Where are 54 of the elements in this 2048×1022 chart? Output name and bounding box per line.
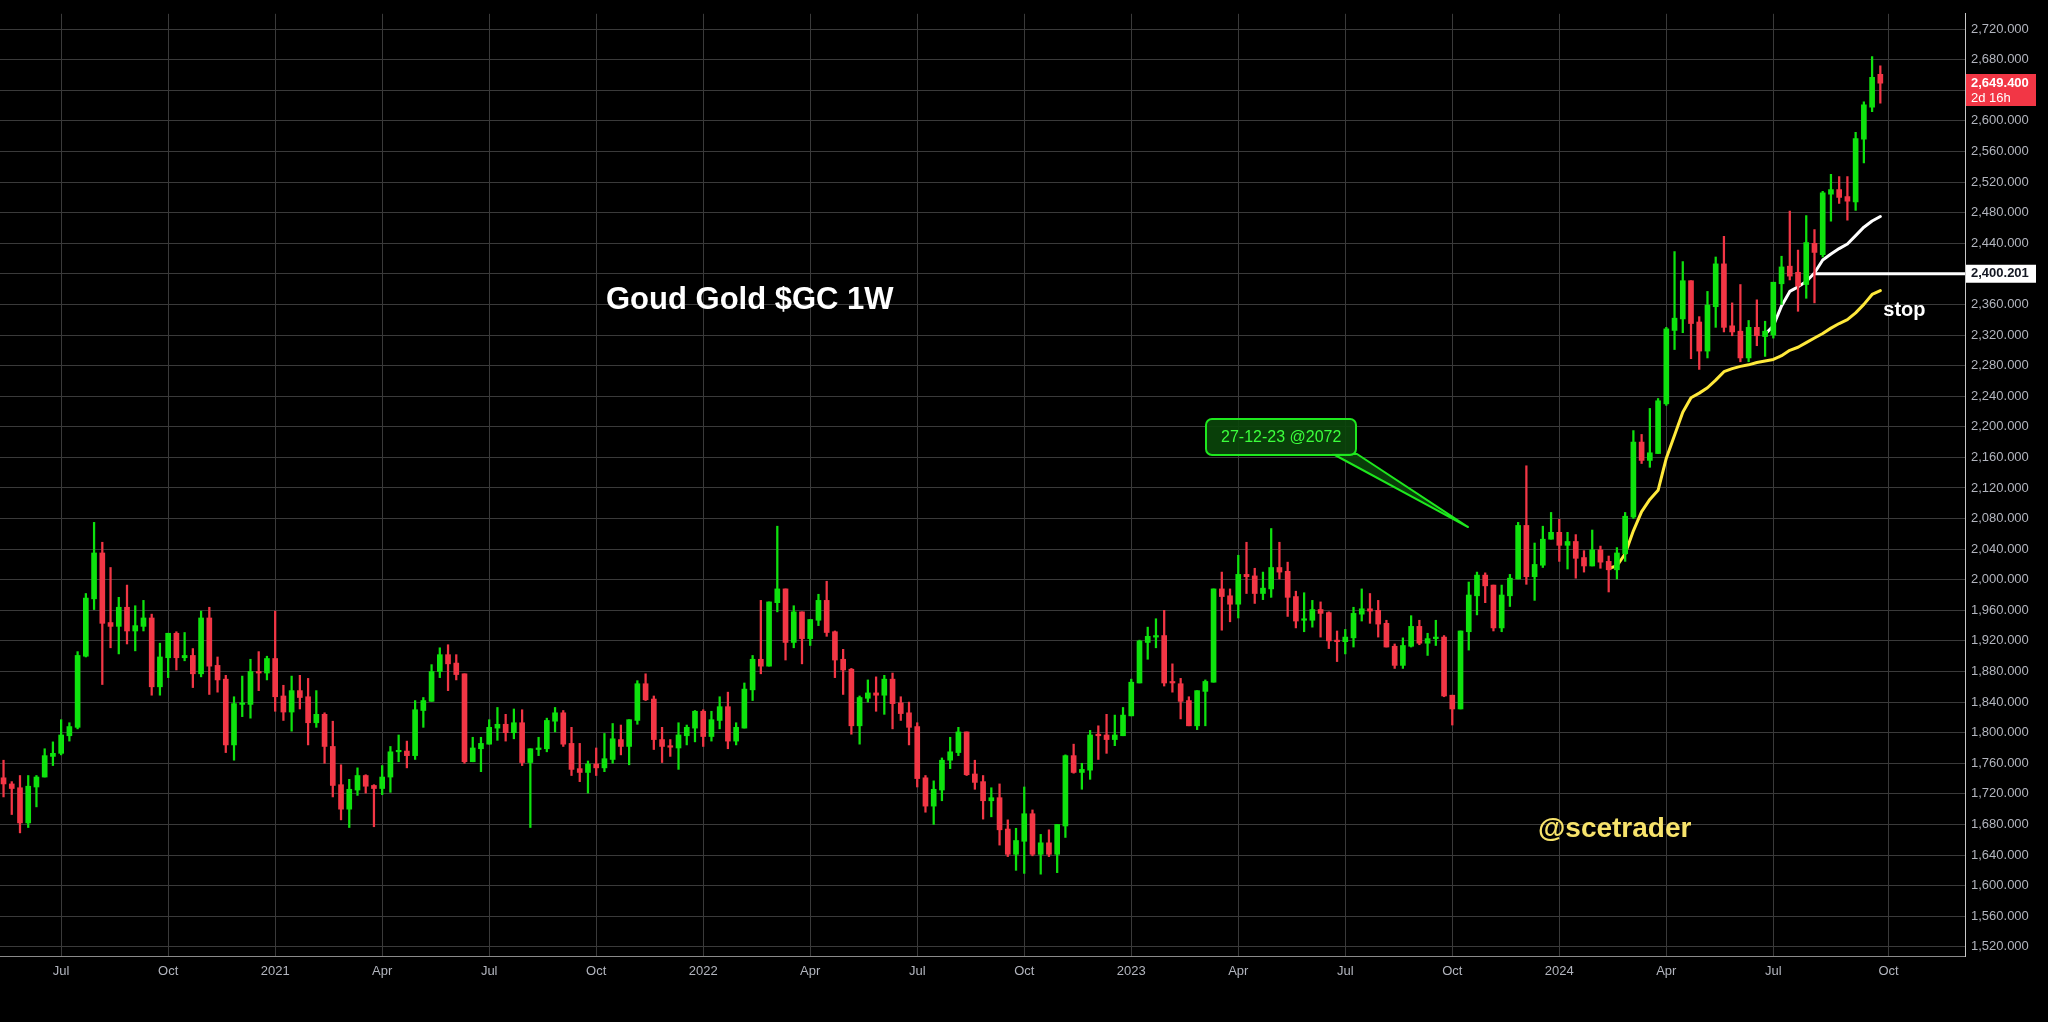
series-label: 2,400.201 <box>1971 265 2029 281</box>
y-tick-label: 2,320.000 <box>1971 326 2029 342</box>
annotation: stop <box>1883 298 1926 321</box>
y-tick-label: 2,680.000 <box>1971 51 2029 67</box>
x-tick-label: Jul <box>1765 963 1782 979</box>
y-tick-label: 1,760.000 <box>1971 754 2029 770</box>
y-tick-label: 2,440.000 <box>1971 234 2029 250</box>
x-tick-label: Jul <box>1336 963 1354 979</box>
y-tick-label: 1,920.000 <box>1971 632 2029 648</box>
y-tick-label: 2,520.000 <box>1971 173 2029 189</box>
y-tick-label: 1,960.000 <box>1971 601 2029 617</box>
x-tick-label: 2022 <box>688 963 718 979</box>
x-tick-label: Apr <box>372 963 393 979</box>
x-tick-label: 2024 <box>1544 963 1574 979</box>
y-tick-label: 2,120.000 <box>1971 479 2029 495</box>
y-tick-label: 2,480.000 <box>1971 204 2029 220</box>
x-tick-label: Apr <box>1228 963 1250 979</box>
y-tick-label: 1,800.000 <box>1971 724 2029 740</box>
text: Goud Gold $GC 1W <box>606 281 895 317</box>
y-tick-label: 1,560.000 <box>1971 907 2029 923</box>
y-tick-label: 2,160.000 <box>1971 448 2029 464</box>
text: 2d 16h <box>1971 89 2011 105</box>
x-tick-label: Oct <box>586 963 607 979</box>
y-tick-label: 1,640.000 <box>1971 846 2029 862</box>
y-tick-label: 2,360.000 <box>1971 295 2029 311</box>
text: 2,649.400 <box>1971 74 2029 90</box>
y-tick-label: 2,200.000 <box>1971 418 2029 434</box>
y-tick-label: 1,520.000 <box>1971 938 2029 954</box>
y-tick-label: 2,280.000 <box>1971 357 2029 373</box>
y-tick-label: 2,000.000 <box>1971 571 2029 587</box>
y-tick-label: 2,600.000 <box>1971 112 2029 128</box>
x-tick-label: Jul <box>480 963 498 979</box>
x-tick-label: Oct <box>1014 963 1035 979</box>
x-tick-label: 2023 <box>1116 963 1146 979</box>
x-tick-label: Oct <box>1878 963 1900 979</box>
y-tick-label: 2,040.000 <box>1971 540 2029 556</box>
y-tick-label: 1,680.000 <box>1971 816 2029 832</box>
annotation: @scetrader <box>1538 811 1692 843</box>
y-tick-label: 1,840.000 <box>1971 693 2029 709</box>
x-tick-label: Oct <box>1442 963 1463 979</box>
y-tick-label: 1,880.000 <box>1971 663 2029 679</box>
y-tick-label: 2,080.000 <box>1971 510 2029 526</box>
y-tick-label: 1,600.000 <box>1971 877 2029 893</box>
x-tick-label: Jul <box>908 963 926 979</box>
speech-callout: 27-12-23 @2072 <box>1205 418 1358 456</box>
x-tick-label: 2021 <box>260 963 290 979</box>
y-tick-label: 2,240.000 <box>1971 387 2029 403</box>
x-tick-label: Apr <box>800 963 822 979</box>
x-tick-label: Oct <box>158 963 179 979</box>
y-tick-label: 2,560.000 <box>1971 143 2029 159</box>
y-tick-label: 2,720.000 <box>1971 20 2029 36</box>
x-tick-label: Jul <box>52 963 70 979</box>
x-tick-label: Apr <box>1656 963 1678 979</box>
y-tick-label: 1,720.000 <box>1971 785 2029 801</box>
